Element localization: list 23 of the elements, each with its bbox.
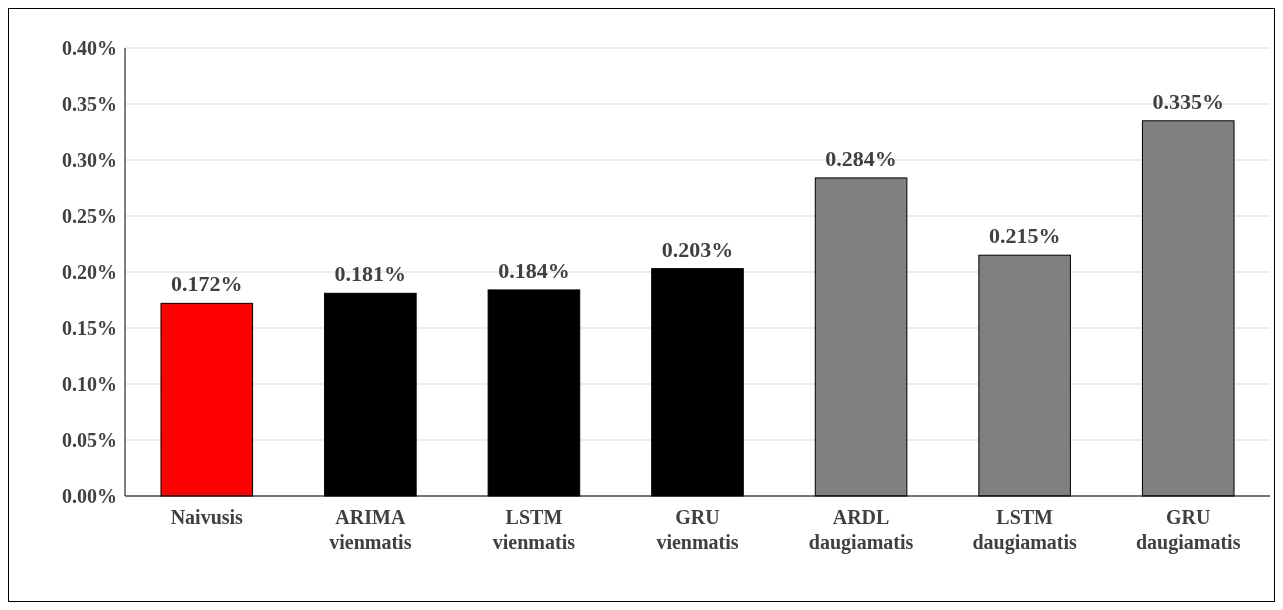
y-tick-label: 0.35% (62, 93, 117, 115)
y-tick-label: 0.30% (62, 149, 117, 171)
y-tick-label: 0.25% (62, 205, 117, 227)
x-tick-label: LSTM vienmatis (492, 506, 576, 553)
data-label: 0.172% (171, 271, 243, 297)
x-tick-label: GRU daugiamatis (1135, 506, 1241, 554)
x-tick-label: ARDL daugiamatis (808, 506, 914, 554)
data-label: 0.203% (661, 236, 734, 262)
data-label: 0.181% (334, 261, 407, 287)
y-tick-label: 0.00% (62, 485, 117, 507)
x-tick-label: ARIMA vienmatis (329, 506, 412, 553)
data-label: 0.215% (988, 223, 1061, 249)
y-tick-label: 0.05% (62, 429, 117, 451)
data-label: 0.184% (498, 257, 570, 283)
data-label: 0.284% (825, 145, 897, 171)
x-tick-label: Naivusis (170, 506, 244, 528)
y-tick-label: 0.10% (62, 373, 117, 395)
y-tick-label: 0.20% (62, 261, 117, 283)
x-tick-label: LSTM daugiamatis (972, 506, 1078, 554)
data-label: 0.335% (1152, 88, 1224, 114)
y-tick-label: 0.15% (62, 317, 117, 339)
y-tick-label: 0.40% (62, 37, 117, 59)
x-tick-label: GRU vienmatis (656, 506, 739, 553)
